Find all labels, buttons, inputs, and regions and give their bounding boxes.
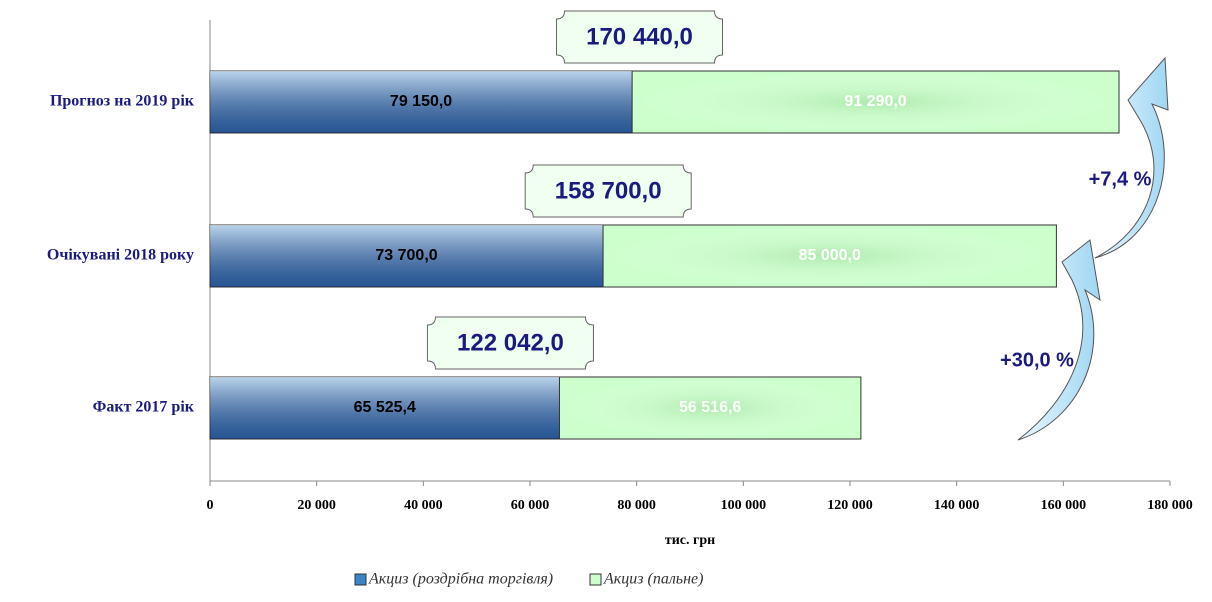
x-tick-label: 60 000 xyxy=(511,498,550,513)
x-tick-label: 160 000 xyxy=(1041,498,1087,513)
x-tick-label: 40 000 xyxy=(404,498,443,513)
legend-label: Акциз (пальне) xyxy=(603,571,703,588)
x-tick-label: 20 000 xyxy=(297,498,336,513)
x-tick-label: 180 000 xyxy=(1147,498,1193,513)
value-label: 91 290,0 xyxy=(844,93,906,110)
total-box xyxy=(556,10,724,64)
legend-swatch xyxy=(589,573,602,586)
legend-label: Акциз (роздрібна торгівля) xyxy=(368,571,553,588)
total-box xyxy=(524,164,692,218)
x-tick-label: 100 000 xyxy=(721,498,767,513)
x-tick-label: 120 000 xyxy=(827,498,873,513)
bar-shade xyxy=(603,225,1057,287)
category-label: Прогноз на 2019 рік xyxy=(50,93,195,110)
total-label: 170 440,0 xyxy=(586,23,693,50)
x-tick-label: 0 xyxy=(207,498,214,513)
bar-shade xyxy=(632,71,1120,133)
bar-shade xyxy=(559,377,861,439)
value-label: 79 150,0 xyxy=(390,93,452,110)
x-tick-label: 80 000 xyxy=(617,498,656,513)
bar-shade xyxy=(210,225,604,287)
annotation: +30,0 % xyxy=(1000,349,1074,371)
value-label: 65 525,4 xyxy=(354,399,416,416)
total-label: 158 700,0 xyxy=(555,177,662,204)
arrow xyxy=(1017,239,1101,441)
value-label: 73 700,0 xyxy=(375,247,437,264)
x-tick-label: 140 000 xyxy=(934,498,980,513)
x-axis-label: тис. грн xyxy=(665,533,715,548)
total-box xyxy=(426,316,594,370)
total-label: 122 042,0 xyxy=(457,329,564,356)
annotation: +7,4 % xyxy=(1089,168,1152,190)
legend-swatch xyxy=(354,573,367,586)
bar-shade xyxy=(210,71,633,133)
bar-shade xyxy=(210,377,560,439)
category-label: Факт 2017 рік xyxy=(93,399,195,416)
arrow xyxy=(1094,56,1169,259)
value-label: 85 000,0 xyxy=(799,247,861,264)
category-label: Очікувані 2018 року xyxy=(47,247,194,264)
value-label: 56 516,6 xyxy=(679,399,741,416)
